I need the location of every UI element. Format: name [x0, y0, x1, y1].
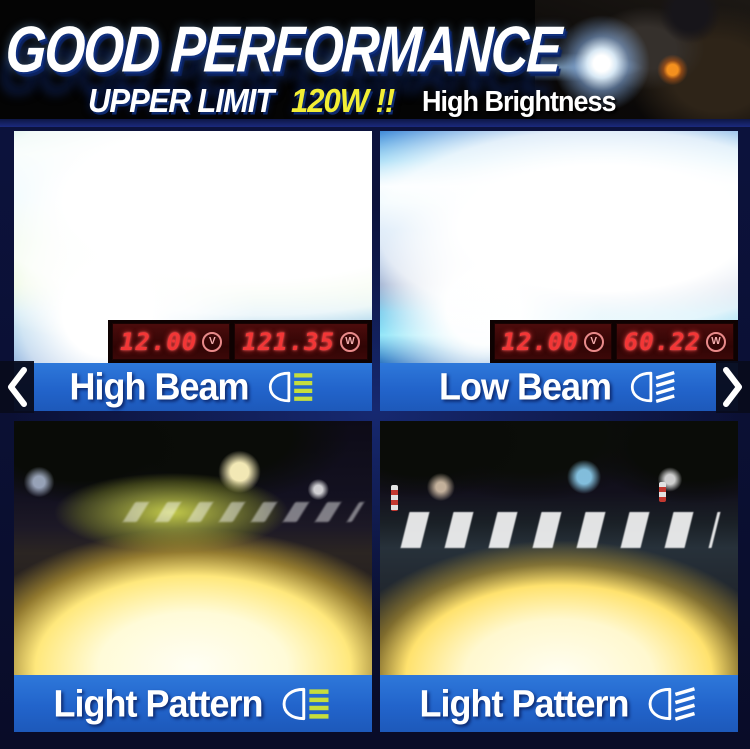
- voltage-value: 12.00: [501, 327, 579, 356]
- high-beam-icon: [268, 371, 312, 403]
- panel-light-pattern-low: Light Pattern: [380, 421, 738, 732]
- panel-high-beam: 12.00 V 121.35 W High Beam: [14, 131, 372, 411]
- panel-label: Low Beam: [438, 364, 612, 408]
- carousel-prev-button[interactable]: [0, 361, 34, 413]
- panel-label: Light Pattern: [419, 681, 630, 725]
- light-pattern-high-photo: [14, 421, 372, 675]
- chevron-left-icon: [8, 367, 27, 407]
- wattage-value: 60.22: [623, 327, 701, 356]
- volt-unit-icon: V: [202, 331, 223, 352]
- high-brightness-tagline: High Brightness: [422, 86, 617, 118]
- high-beam-photo: 12.00 V 121.35 W: [14, 131, 372, 363]
- light-pattern-label-bar: Light Pattern: [14, 675, 372, 732]
- header-banner: GOOD PERFORMANCE UPPER LIMIT 120W !! Hig…: [0, 0, 750, 127]
- wattage-readout: 60.22 W: [615, 323, 734, 360]
- watt-unit-icon: W: [340, 331, 360, 352]
- voltage-value: 12.00: [120, 327, 198, 356]
- light-pattern-low-photo: [380, 421, 738, 675]
- road-post: [390, 484, 398, 511]
- upper-limit-line: UPPER LIMIT 120W !!: [88, 82, 395, 121]
- panel-light-pattern-high: Light Pattern: [14, 421, 372, 732]
- voltage-readout: 12.00 V: [112, 323, 231, 360]
- power-meter: 12.00 V 121.35 W: [108, 320, 372, 363]
- light-pattern-label-bar: Light Pattern: [380, 675, 738, 732]
- low-beam-photo: 12.00 V 60.22 W: [380, 131, 738, 363]
- crosswalk-stripes: [400, 512, 722, 549]
- motorcycle-image: [535, 0, 750, 127]
- page-title: GOOD PERFORMANCE: [3, 13, 563, 86]
- upper-limit-label: UPPER LIMIT: [88, 82, 274, 120]
- panel-label: Light Pattern: [53, 681, 264, 725]
- wattage-value: 121.35: [242, 327, 335, 356]
- carousel-next-button[interactable]: [716, 361, 750, 413]
- voltage-readout: 12.00 V: [493, 323, 612, 360]
- panel-low-beam: 12.00 V 60.22 W Low Beam: [380, 131, 738, 411]
- low-beam-icon: [648, 686, 695, 721]
- low-beam-icon: [630, 371, 675, 403]
- high-beam-label-bar: High Beam: [14, 363, 372, 411]
- watt-unit-icon: W: [706, 331, 726, 352]
- panel-label: High Beam: [69, 364, 249, 408]
- power-meter: 12.00 V 60.22 W: [489, 320, 738, 363]
- chevron-right-icon: [723, 367, 742, 407]
- road-post: [659, 481, 667, 502]
- volt-unit-icon: V: [583, 331, 604, 352]
- low-beam-label-bar: Low Beam: [380, 363, 738, 411]
- high-beam-icon: [282, 687, 328, 720]
- wattage-readout: 121.35 W: [234, 323, 368, 360]
- upper-limit-value: 120W !!: [290, 82, 395, 120]
- crosswalk-stripes: [122, 502, 364, 523]
